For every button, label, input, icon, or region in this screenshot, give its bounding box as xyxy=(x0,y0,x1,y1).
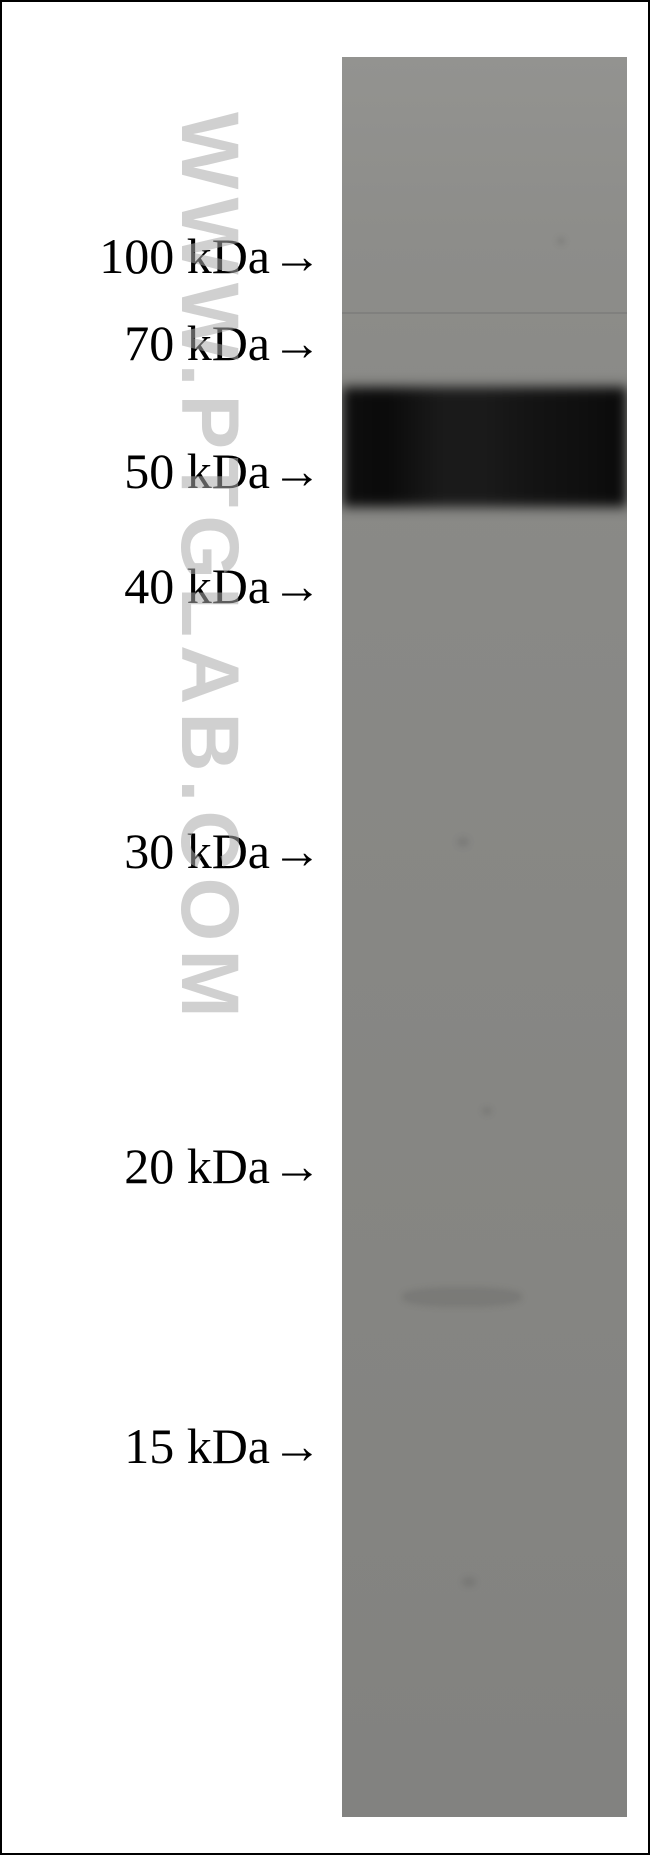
arrow-icon: → xyxy=(272,442,322,500)
arrow-icon: → xyxy=(272,227,322,285)
lane-speckle xyxy=(457,837,469,847)
marker-40kda: 40 kDa→ xyxy=(124,557,322,615)
arrow-icon: → xyxy=(272,1417,322,1475)
marker-15kda: 15 kDa→ xyxy=(124,1417,322,1475)
marker-labels-column: 100 kDa→ 70 kDa→ 50 kDa→ 40 kDa→ 30 kDa→… xyxy=(2,2,332,1853)
western-blot-figure: 100 kDa→ 70 kDa→ 50 kDa→ 40 kDa→ 30 kDa→… xyxy=(0,0,650,1855)
arrow-icon: → xyxy=(272,314,322,372)
marker-30kda: 30 kDa→ xyxy=(124,822,322,880)
marker-value: 30 kDa xyxy=(124,822,270,880)
arrow-icon: → xyxy=(272,557,322,615)
marker-value: 15 kDa xyxy=(124,1417,270,1475)
arrow-icon: → xyxy=(272,822,322,880)
marker-50kda: 50 kDa→ xyxy=(124,442,322,500)
lane-smudge xyxy=(402,1287,522,1307)
lane-speckle xyxy=(462,1577,476,1587)
marker-value: 70 kDa xyxy=(124,314,270,372)
marker-20kda: 20 kDa→ xyxy=(124,1137,322,1195)
lane-line-artifact xyxy=(342,312,627,314)
lane-speckle xyxy=(557,237,565,245)
marker-70kda: 70 kDa→ xyxy=(124,314,322,372)
marker-value: 40 kDa xyxy=(124,557,270,615)
blot-lane xyxy=(342,57,627,1817)
marker-value: 50 kDa xyxy=(124,442,270,500)
lane-speckle xyxy=(482,1107,492,1115)
marker-value: 100 kDa xyxy=(99,227,270,285)
marker-value: 20 kDa xyxy=(124,1137,270,1195)
protein-band-50kda xyxy=(342,387,627,507)
marker-100kda: 100 kDa→ xyxy=(99,227,322,285)
arrow-icon: → xyxy=(272,1137,322,1195)
